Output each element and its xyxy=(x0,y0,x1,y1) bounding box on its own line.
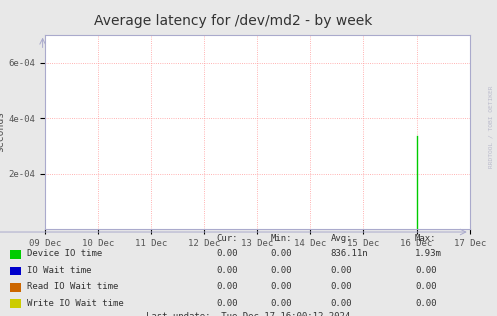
Text: 0.00: 0.00 xyxy=(216,299,238,307)
Text: 0.00: 0.00 xyxy=(331,299,352,307)
Text: Average latency for /dev/md2 - by week: Average latency for /dev/md2 - by week xyxy=(94,14,373,28)
Text: 0.00: 0.00 xyxy=(415,266,436,275)
Text: Last update:  Tue Dec 17 16:00:12 2024: Last update: Tue Dec 17 16:00:12 2024 xyxy=(147,313,350,316)
Y-axis label: seconds: seconds xyxy=(0,111,5,153)
Text: IO Wait time: IO Wait time xyxy=(27,266,92,275)
Text: 0.00: 0.00 xyxy=(415,299,436,307)
Text: 0.00: 0.00 xyxy=(271,249,292,258)
Text: Write IO Wait time: Write IO Wait time xyxy=(27,299,124,307)
Text: Max:: Max: xyxy=(415,234,436,243)
Text: Device IO time: Device IO time xyxy=(27,249,102,258)
Text: Avg:: Avg: xyxy=(331,234,352,243)
Text: 0.00: 0.00 xyxy=(415,282,436,291)
Text: 836.11n: 836.11n xyxy=(331,249,368,258)
Text: 0.00: 0.00 xyxy=(216,249,238,258)
Text: 0.00: 0.00 xyxy=(216,282,238,291)
Text: 1.93m: 1.93m xyxy=(415,249,442,258)
Text: 0.00: 0.00 xyxy=(331,266,352,275)
Text: 0.00: 0.00 xyxy=(271,266,292,275)
Text: Cur:: Cur: xyxy=(216,234,238,243)
Text: 0.00: 0.00 xyxy=(216,266,238,275)
Text: RRDTOOL / TOBI OETIKER: RRDTOOL / TOBI OETIKER xyxy=(488,85,493,168)
Text: 0.00: 0.00 xyxy=(271,282,292,291)
Text: Min:: Min: xyxy=(271,234,292,243)
Text: Read IO Wait time: Read IO Wait time xyxy=(27,282,119,291)
Text: 0.00: 0.00 xyxy=(271,299,292,307)
Text: 0.00: 0.00 xyxy=(331,282,352,291)
